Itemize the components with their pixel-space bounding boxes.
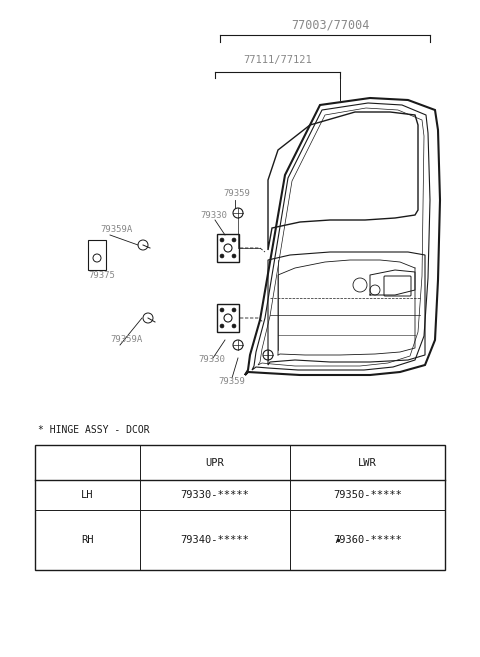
Text: 77111/77121: 77111/77121 — [244, 55, 312, 65]
Text: 79330-*****: 79330-***** — [180, 490, 250, 500]
Circle shape — [220, 238, 224, 242]
Text: 79375: 79375 — [88, 271, 115, 279]
Text: 77003/77004: 77003/77004 — [291, 18, 369, 31]
Circle shape — [232, 324, 236, 328]
Circle shape — [232, 238, 236, 242]
Circle shape — [232, 254, 236, 258]
Circle shape — [220, 308, 224, 312]
Circle shape — [220, 254, 224, 258]
Circle shape — [220, 324, 224, 328]
Bar — [217, 304, 239, 332]
Text: 79359A: 79359A — [110, 336, 142, 344]
Text: RH: RH — [81, 535, 94, 545]
Bar — [35, 445, 445, 570]
Text: LWR: LWR — [358, 457, 377, 468]
Text: 79350-*****: 79350-***** — [333, 490, 402, 500]
Text: 79359: 79359 — [218, 378, 245, 386]
Text: LH: LH — [81, 490, 94, 500]
Text: 79330: 79330 — [198, 355, 225, 365]
Bar — [88, 240, 106, 270]
Circle shape — [232, 308, 236, 312]
Text: 79359A: 79359A — [100, 225, 132, 235]
Text: 79360-*****: 79360-***** — [333, 535, 402, 545]
Text: 79359: 79359 — [223, 189, 250, 198]
Bar — [217, 234, 239, 262]
Text: 79340-*****: 79340-***** — [180, 535, 250, 545]
Text: UPR: UPR — [205, 457, 224, 468]
Text: * HINGE ASSY - DCOR: * HINGE ASSY - DCOR — [38, 425, 150, 435]
Text: 79330: 79330 — [200, 210, 227, 219]
